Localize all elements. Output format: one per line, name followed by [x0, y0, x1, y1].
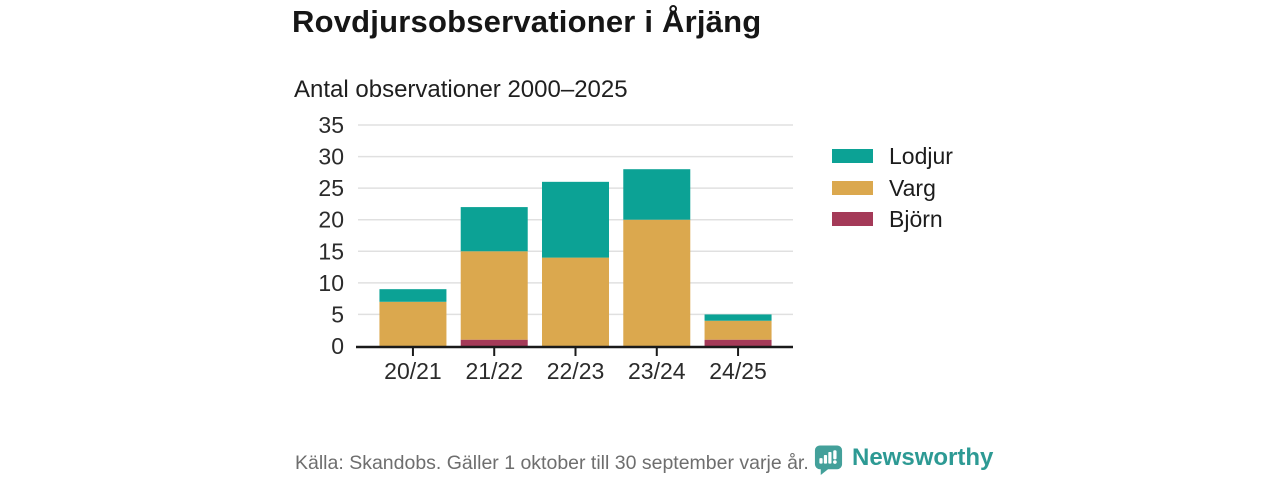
legend-item-björn: Björn [832, 206, 953, 232]
newsworthy-wordmark: Newsworthy [852, 444, 994, 471]
bar-segment-lodjur-20-21 [379, 289, 447, 302]
source-note: Källa: Skandobs. Gäller 1 oktober till 3… [295, 452, 809, 474]
y-tick-label: 20 [318, 207, 344, 233]
stacked-bar-chart: 0 5 10 15 20 25 30 35 20/21 21/22 22/23 23/24 24/25 [318, 112, 793, 384]
y-tick-label: 10 [318, 270, 344, 296]
chart-subtitle: Antal observationer 2000–2025 [294, 76, 628, 103]
bar-segment-lodjur-21-22 [460, 207, 528, 252]
y-tick-label: 0 [331, 333, 344, 359]
y-tick-label: 25 [318, 175, 344, 201]
x-tick-label: 23/24 [628, 358, 686, 384]
legend-item-varg: Varg [832, 174, 953, 201]
bar-segment-björn-24-25 [704, 339, 772, 346]
legend-swatch-varg [832, 180, 873, 195]
bar-segment-lodjur-22-23 [542, 181, 609, 258]
newsworthy-brand: Newsworthy [813, 444, 993, 476]
x-tick-label: 22/23 [547, 358, 605, 384]
chart-legend: Lodjur Varg Björn [832, 145, 953, 240]
chart-title: Rovdjursobservationer i Årjäng [292, 4, 762, 39]
newsworthy-logo-icon [814, 445, 843, 476]
bar-segment-varg-24-25 [704, 320, 772, 340]
bar-segment-varg-21-22 [460, 251, 528, 340]
legend-item-lodjur: Lodjur [832, 143, 953, 169]
x-tick-label: 20/21 [384, 358, 442, 384]
legend-label-varg: Varg [889, 174, 936, 201]
y-tick-label: 5 [331, 301, 344, 327]
bar-segment-varg-20-21 [379, 301, 447, 346]
y-tick-label: 15 [318, 238, 344, 264]
legend-label-björn: Björn [889, 206, 943, 232]
bar-segment-lodjur-24-25 [704, 314, 772, 321]
bar-segment-varg-23-24 [623, 219, 691, 346]
bar-segment-varg-22-23 [542, 257, 609, 346]
y-tick-label: 30 [318, 144, 344, 170]
x-tick-label: 24/25 [709, 358, 767, 384]
x-tick-label: 21/22 [465, 358, 523, 384]
bar-segment-björn-21-22 [460, 339, 528, 346]
y-tick-label: 35 [318, 112, 344, 138]
bar-segment-lodjur-23-24 [623, 169, 691, 220]
legend-swatch-lodjur [832, 149, 873, 163]
legend-swatch-björn [832, 212, 873, 226]
legend-label-lodjur: Lodjur [889, 143, 953, 169]
